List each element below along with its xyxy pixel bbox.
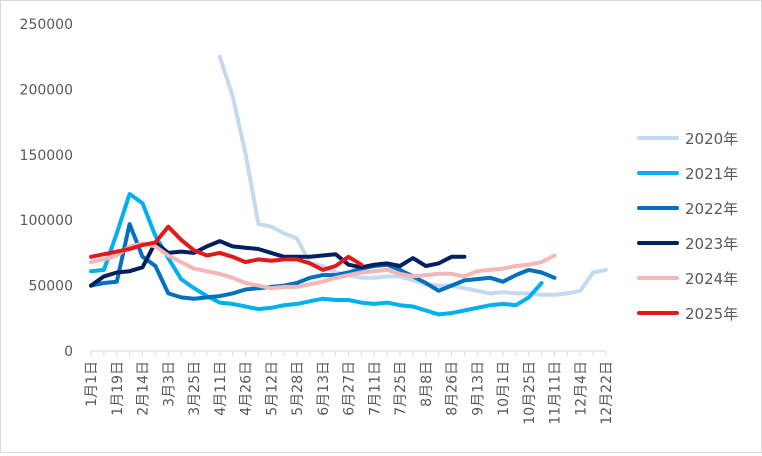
legend: 2020年 2021年 2022年 2023年 2024年 2025年	[637, 130, 738, 323]
x-tick-label: 3月3日	[161, 361, 177, 407]
x-tick-label: 5月28日	[290, 361, 306, 416]
x-tick-label: 12月4日	[573, 361, 589, 416]
legend-item: 2022年	[637, 200, 738, 218]
x-tick-label: 10月25日	[522, 361, 538, 425]
series-line-2020年	[217, 54, 608, 297]
x-tick-label: 1月19日	[110, 361, 126, 416]
legend-item: 2020年	[637, 130, 738, 148]
series-line-2025年	[89, 224, 364, 272]
legend-label: 2021年	[685, 165, 738, 183]
legend-item: 2024年	[637, 270, 738, 288]
x-tick-label: 4月26日	[239, 361, 255, 416]
x-tick-label: 7月11日	[367, 361, 383, 416]
x-tick-label: 6月13日	[316, 361, 332, 416]
y-tick-label: 250000	[20, 17, 73, 33]
x-tick-label: 10月1日	[496, 361, 512, 416]
legend-label: 2023年	[685, 235, 738, 253]
legend-label: 2020年	[685, 130, 738, 148]
x-tick-label: 3月25日	[187, 361, 203, 416]
x-tick-label: 8月8日	[419, 361, 435, 407]
legend-label: 2025年	[685, 305, 738, 323]
legend-item: 2021年	[637, 165, 738, 183]
y-tick-label: 0	[64, 344, 73, 360]
x-tick-label: 12月22日	[599, 361, 615, 425]
legend-label: 2022年	[685, 200, 738, 218]
y-axis-tick-labels: 0 50000 100000 150000 200000 250000	[20, 17, 73, 360]
legend-item: 2025年	[637, 305, 738, 323]
x-tick-label: 1月1日	[84, 361, 100, 407]
legend-item: 2023年	[637, 235, 738, 253]
y-tick-label: 200000	[20, 82, 73, 98]
x-tick-label: 2月14日	[136, 361, 152, 416]
x-tick-label: 7月25日	[393, 361, 409, 416]
legend-label: 2024年	[685, 270, 738, 288]
x-axis-tick-labels: 1月1日 1月19日 2月14日 3月3日 3月25日 4月11日 4月26日 5月12日 5月…	[84, 361, 615, 425]
x-tick-label: 8月26日	[445, 361, 461, 416]
x-tick-label: 11月11日	[548, 361, 564, 425]
y-tick-label: 50000	[28, 279, 73, 295]
y-tick-label: 150000	[20, 148, 73, 164]
x-tick-label: 4月11日	[213, 361, 229, 416]
x-tick-label: 5月12日	[264, 361, 280, 416]
series-lines	[89, 54, 608, 317]
x-tick-label: 6月27日	[342, 361, 358, 416]
series-line-2022年	[89, 222, 557, 301]
series-line-2024年	[89, 241, 557, 291]
x-tick-label: 9月13日	[470, 361, 486, 416]
y-tick-label: 100000	[20, 213, 73, 229]
x-axis	[90, 350, 607, 356]
